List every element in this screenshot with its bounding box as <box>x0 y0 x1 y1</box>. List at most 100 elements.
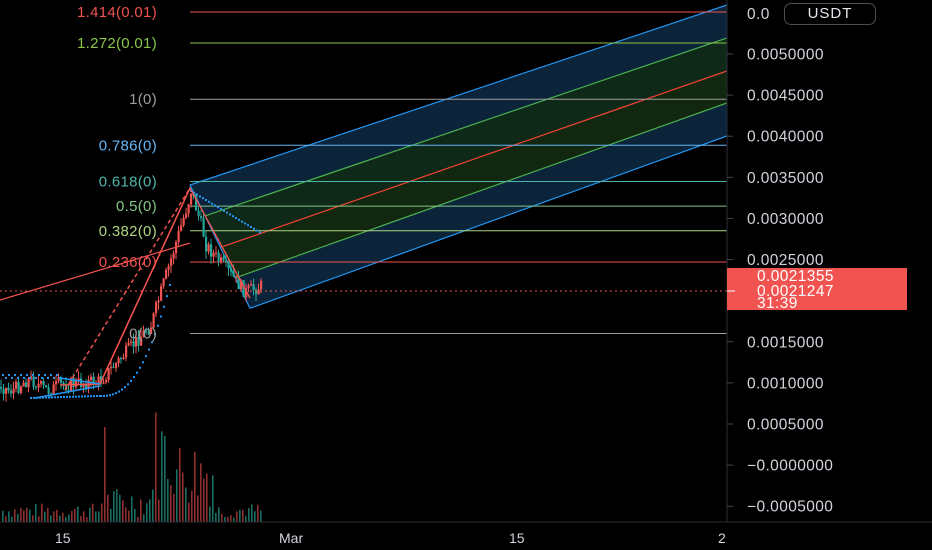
candle-body <box>120 358 123 360</box>
trend-drawings[interactable] <box>0 186 251 399</box>
plot-area[interactable] <box>0 4 727 522</box>
candle-body <box>247 285 250 289</box>
price-axis[interactable]: 0.0 <box>726 0 770 522</box>
volume-bar <box>224 516 226 522</box>
candle-body <box>162 278 165 287</box>
volume-bar <box>104 427 106 522</box>
volume-bar <box>218 507 220 522</box>
candle-body <box>110 366 113 369</box>
price-tick-label: 0.0025000 <box>747 252 824 269</box>
channel-line[interactable] <box>219 70 727 249</box>
fib-channel[interactable] <box>189 4 727 309</box>
candle-body <box>117 358 120 363</box>
channel-line[interactable] <box>189 4 727 186</box>
fib-level-label: 1(0) <box>129 91 157 108</box>
volume-bar <box>29 509 31 522</box>
last-price-badge <box>727 268 907 310</box>
fib-level-label: 0.786(0) <box>99 137 157 154</box>
time-axis[interactable]: 15 Mar 15 2 <box>0 521 932 546</box>
volume-bar <box>68 514 70 522</box>
volume-bar <box>41 503 43 522</box>
volume-bar <box>116 489 118 522</box>
candlesticks <box>0 193 263 402</box>
price-badges: 0.0021355 0.0021247 31:39 <box>727 268 907 312</box>
price-tick-label: 0.0010000 <box>747 375 824 392</box>
volume-bar <box>248 508 250 522</box>
candle-body <box>172 253 175 259</box>
volume-bar <box>44 511 46 522</box>
volume-bar <box>20 508 22 522</box>
candle-body <box>152 313 155 328</box>
fib-level-label: 1.272(0.01) <box>77 35 157 52</box>
candle-body <box>232 271 235 277</box>
volume-bar <box>38 516 40 522</box>
volume-bar <box>152 489 154 522</box>
candle-body <box>145 330 148 333</box>
candle-body <box>165 270 168 279</box>
candle-body <box>75 380 78 387</box>
candle-body <box>135 336 138 347</box>
volume-bar <box>74 508 76 522</box>
candle-body <box>15 381 18 389</box>
candle-body <box>5 387 8 394</box>
candle-body <box>10 390 13 394</box>
volume-bar <box>167 479 169 522</box>
candle-body <box>195 195 198 211</box>
candle-body <box>112 366 115 368</box>
volume-bar <box>32 515 34 522</box>
candle-body <box>57 377 60 382</box>
volume-bar <box>92 503 94 522</box>
candle-body <box>62 382 65 385</box>
volume-bar <box>50 515 52 522</box>
channel-line[interactable] <box>249 135 727 309</box>
price-tick-label: 0.0035000 <box>747 170 824 187</box>
volume-bar <box>89 507 91 522</box>
volume-bar <box>77 506 79 522</box>
volume-bar <box>26 507 28 522</box>
volume-bar <box>197 495 199 522</box>
volume-bar <box>56 509 58 522</box>
candle-body <box>185 213 188 218</box>
candle-body <box>45 385 48 388</box>
currency-selector[interactable]: USDT <box>784 3 876 25</box>
volume-bar <box>206 473 208 522</box>
candle-body <box>237 275 240 290</box>
volume-bar <box>140 499 142 522</box>
candle-body <box>240 280 243 290</box>
candle-body <box>22 382 25 387</box>
volume-bar <box>14 509 16 522</box>
volume-bar <box>101 503 103 522</box>
channel-line[interactable] <box>204 37 727 217</box>
candle-body <box>200 216 203 219</box>
candle-body <box>205 236 208 252</box>
volume-bar <box>236 511 238 522</box>
candle-body <box>12 388 15 394</box>
volume-bar <box>155 412 157 522</box>
candle-body <box>90 376 93 380</box>
volume-bar <box>221 513 223 522</box>
candle-body <box>170 258 173 267</box>
candle-body <box>235 275 238 277</box>
time-label-15-feb: 15 <box>55 530 71 546</box>
fib-labels: 1.414(0.01) 1.272(0.01) 1(0) 0.786(0) 0.618(… <box>77 4 157 343</box>
price-ticks: 0.0050000 0.0045000 0.0040000 0.0035000 0.00… <box>727 47 833 516</box>
candle-body <box>137 336 140 346</box>
volume-bar <box>128 510 130 522</box>
volume-bar <box>203 478 205 522</box>
price-tick-label: 0.0050000 <box>747 47 824 64</box>
channel-line[interactable] <box>234 102 727 279</box>
trend-line-dashed[interactable] <box>64 187 191 391</box>
candle-body <box>217 252 220 262</box>
current-price-label: 0.0021247 <box>757 283 834 300</box>
candle-body <box>102 382 105 384</box>
candle-body <box>125 345 128 358</box>
volume-bar <box>254 511 256 522</box>
volume-bar <box>185 487 187 522</box>
fib-retracement[interactable] <box>190 11 727 335</box>
volume-bar <box>137 516 139 522</box>
candle-body <box>0 387 3 390</box>
candle-body <box>115 362 118 368</box>
volume-bar <box>122 500 124 522</box>
candle-body <box>80 378 83 388</box>
